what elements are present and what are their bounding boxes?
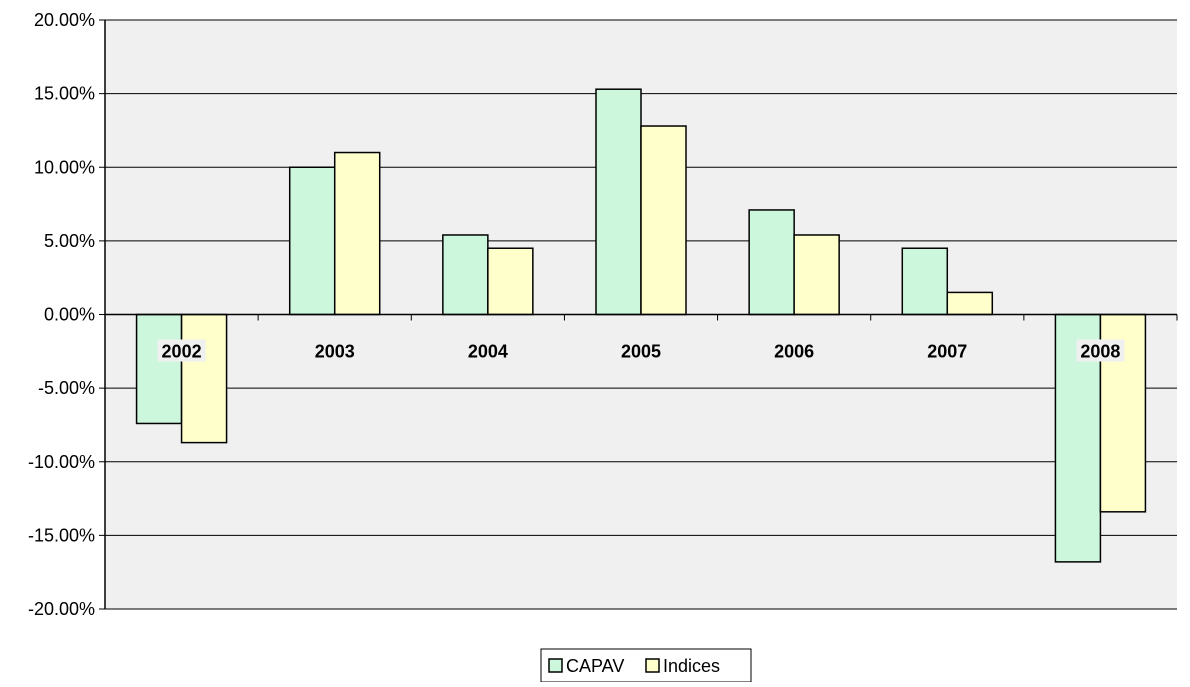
bar-indices-2003 (333, 151, 381, 316)
x-label-backdrop-2008 (1076, 339, 1125, 362)
y-tick-label-0: 20.00% (34, 10, 95, 30)
legend: CAPAV Indices (540, 648, 752, 683)
x-label-backdrop-2006 (770, 339, 819, 362)
bar-indices-2007 (946, 291, 994, 316)
x-tick-label-2003: 2003 (315, 342, 355, 362)
y-tick-label-1: 15.00% (34, 84, 95, 104)
y-tick-label-5: -5.00% (38, 378, 95, 398)
y-tick-label-6: -10.00% (28, 452, 95, 472)
y-tick-label-3: 5.00% (44, 231, 95, 251)
x-tick-label-2007: 2007 (927, 342, 967, 362)
x-tick-label-2002: 2002 (162, 342, 202, 362)
x-tick-label-2004: 2004 (468, 342, 508, 362)
bar-indices-2005 (640, 125, 687, 316)
bar-capav-2006 (748, 209, 795, 316)
y-tick-label-2: 10.00% (34, 157, 95, 177)
bar-capav-2002 (135, 313, 183, 425)
x-tick-label-2006: 2006 (774, 342, 814, 362)
x-tick-label-2005: 2005 (621, 342, 661, 362)
bar-capav-2005 (595, 88, 642, 316)
legend-label-capav: CAPAV (566, 656, 624, 676)
bar-capav-2004 (442, 234, 489, 316)
y-tick-label-4: 0.00% (44, 305, 95, 325)
legend-swatch-indices (645, 658, 660, 673)
y-tick-label-8: -20.00% (28, 599, 95, 619)
x-label-backdrop-2003 (310, 339, 359, 362)
bar-indices-2004 (487, 247, 534, 316)
x-tick-label-2008: 2008 (1080, 342, 1120, 362)
bar-indices-2006 (793, 234, 840, 316)
x-label-backdrop-2004 (463, 339, 512, 362)
bar-indices-2002 (180, 313, 228, 444)
bar-capav-2003 (288, 166, 336, 316)
x-label-backdrop-2005 (617, 339, 665, 362)
bar-capav-2007 (901, 247, 949, 316)
plot-area: 20.00% 15.00% 10.00% 5.00% 0.00% -5.00% -10.00… (28, 10, 1178, 619)
legend-label-indices: Indices (663, 656, 720, 676)
legend-swatch-capav (548, 658, 563, 673)
y-tick-label-7: -15.00% (28, 525, 95, 545)
x-label-backdrop-2007 (923, 339, 972, 362)
x-label-backdrop-2002 (157, 339, 206, 362)
